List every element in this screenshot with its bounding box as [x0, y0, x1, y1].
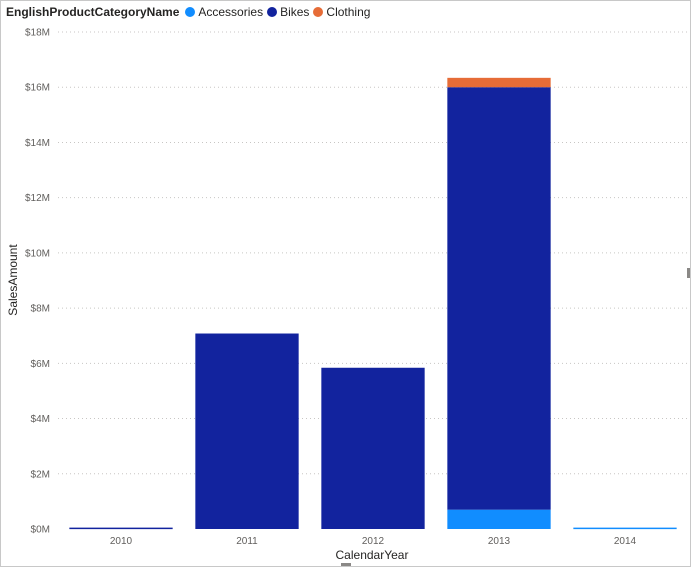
bars[interactable]	[69, 77, 677, 530]
y-tick-label: $8M	[31, 304, 50, 315]
y-tick-label: $6M	[31, 359, 50, 370]
legend-item-accessories[interactable]: Accessories	[185, 5, 263, 19]
y-tick-label: $16M	[25, 83, 50, 94]
legend-marker-clothing	[313, 7, 324, 17]
legend-label-clothing: Clothing	[326, 5, 371, 19]
legend-marker-bikes	[267, 7, 278, 17]
legend-item-bikes[interactable]: Bikes	[267, 5, 309, 19]
y-tick-label: $18M	[25, 28, 50, 39]
x-tick-label: 2014	[614, 536, 637, 547]
x-tick-label: 2012	[362, 536, 385, 547]
legend-marker-accessories	[185, 7, 196, 17]
bar-bikes-2010[interactable]	[69, 527, 173, 530]
legend: EnglishProductCategoryName Accessories B…	[6, 5, 374, 19]
y-axis-title: SalesAmount	[6, 244, 20, 316]
y-tick-label: $14M	[25, 138, 50, 149]
resize-handle-bottom[interactable]	[341, 563, 351, 566]
x-tick-label: 2011	[236, 536, 258, 547]
legend-label-accessories: Accessories	[198, 5, 264, 19]
legend-item-clothing[interactable]: Clothing	[313, 5, 370, 19]
bar-bikes-2013[interactable]	[447, 87, 551, 510]
x-axis-title: CalendarYear	[336, 548, 409, 562]
y-tick-label: $4M	[31, 414, 50, 425]
y-axis-ticks: $0M $2M $4M $6M $8M $10M $12M $14M $16M $18M	[25, 28, 50, 536]
bar-accessories-2014[interactable]	[573, 527, 677, 530]
bar-clothing-2013[interactable]	[447, 77, 551, 88]
bar-accessories-2013[interactable]	[447, 509, 551, 529]
x-tick-label: 2013	[488, 536, 511, 547]
bar-bikes-2011[interactable]	[195, 333, 299, 529]
y-tick-label: $0M	[31, 525, 50, 536]
y-tick-label: $12M	[25, 193, 50, 204]
x-axis-ticks: 2010 2011 2012 2013 2014	[110, 536, 637, 547]
x-tick-label: 2010	[110, 536, 133, 547]
legend-title: EnglishProductCategoryName	[6, 5, 180, 19]
y-tick-label: $2M	[31, 469, 50, 480]
y-tick-label: $10M	[25, 248, 50, 259]
resize-handle-right[interactable]	[687, 268, 690, 278]
bar-bikes-2012[interactable]	[321, 367, 425, 529]
gridlines	[58, 31, 688, 475]
legend-label-bikes: Bikes	[280, 5, 310, 19]
